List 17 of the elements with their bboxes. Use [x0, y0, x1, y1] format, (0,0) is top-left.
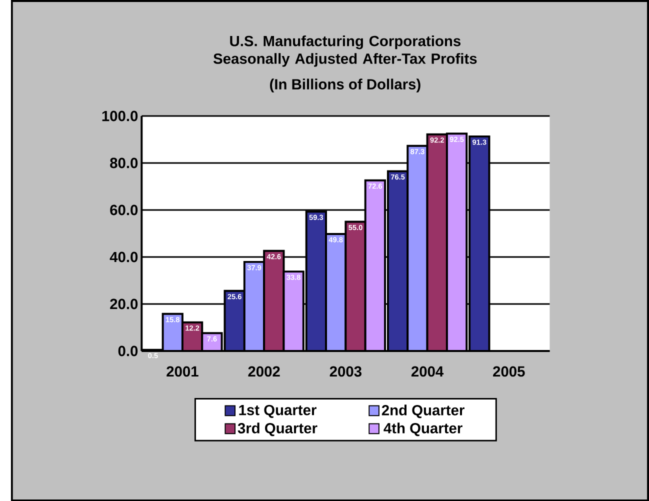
y-tick-label: 40.0 — [110, 252, 138, 262]
y-tick-label: 80.0 — [110, 158, 138, 168]
y-tick-label: 20.0 — [110, 298, 138, 309]
legend-label: 4th Quarter — [384, 422, 462, 436]
y-tick-label: 0.0 — [118, 346, 138, 356]
legend-label: 3rd Quarter — [238, 422, 318, 436]
chart-subtitle: (In Billions of Dollars) — [270, 78, 420, 92]
legend-label: 2nd Quarter — [382, 404, 464, 418]
y-tick-label: 100.0 — [102, 110, 138, 121]
x-tick-label: 2003 — [330, 366, 362, 376]
legend-label: 1st Quarter — [239, 404, 316, 418]
y-tick-label: 60.0 — [110, 204, 138, 215]
x-tick-label: 2002 — [248, 366, 280, 376]
x-tick-label: 2004 — [411, 366, 444, 376]
x-tick-label: 2005 — [493, 366, 525, 376]
x-tick-label: 2001 — [166, 366, 198, 376]
chart-title: U.S. Manufacturing Corporations Seasonally Adjusted After-Tax Profits — [213, 35, 477, 67]
